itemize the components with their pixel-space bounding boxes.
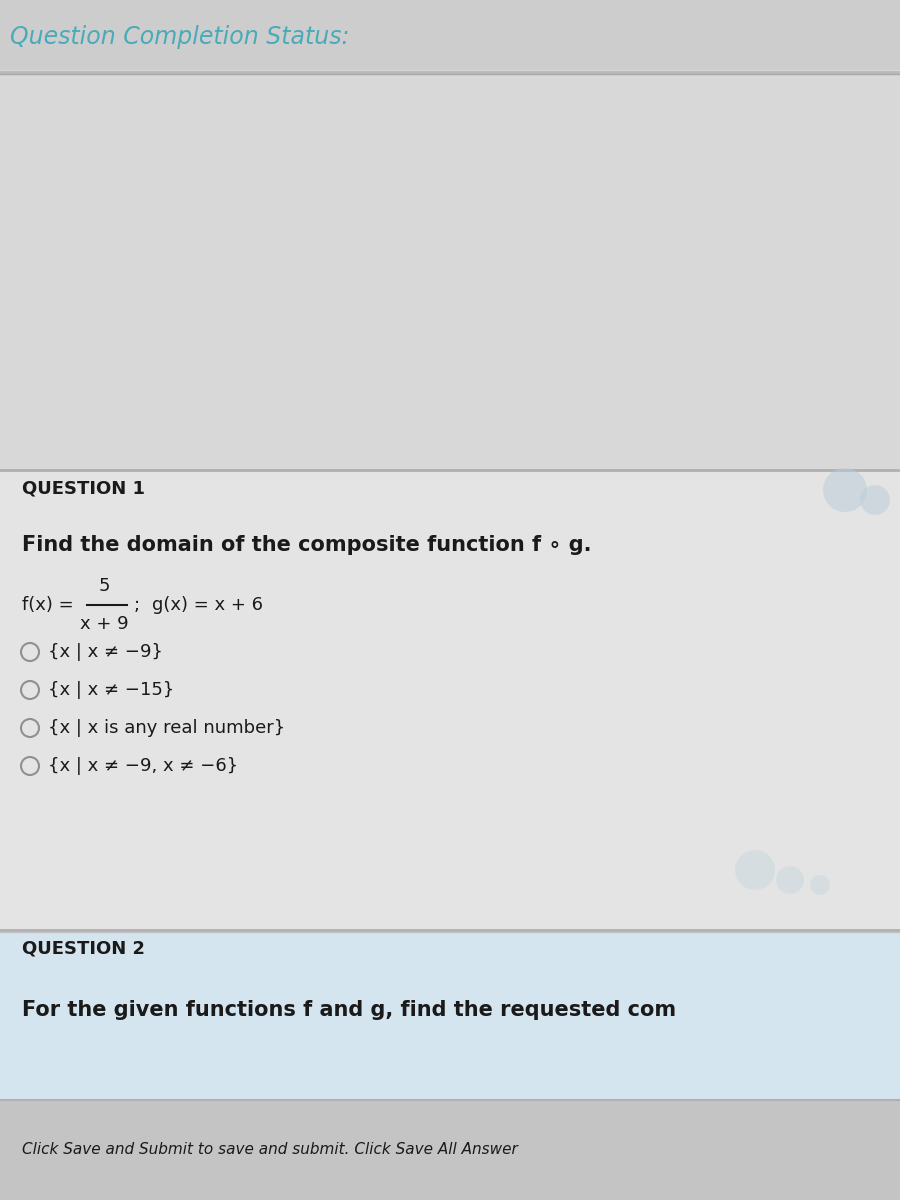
Text: Question Completion Status:: Question Completion Status: — [10, 25, 349, 49]
Text: ;: ; — [134, 596, 140, 614]
Text: Find the domain of the composite function f ∘ g.: Find the domain of the composite functio… — [22, 535, 591, 554]
Bar — [0, 1100, 900, 1200]
Text: For the given functions f and g, find the requested com: For the given functions f and g, find th… — [22, 1000, 676, 1020]
Bar — [0, 70, 900, 470]
Text: x + 9: x + 9 — [80, 614, 129, 634]
Circle shape — [735, 850, 775, 890]
Circle shape — [810, 875, 830, 895]
Text: {x | x is any real number}: {x | x is any real number} — [48, 719, 285, 737]
Text: f(x) =: f(x) = — [22, 596, 79, 614]
Text: {x | x ≠ −15}: {x | x ≠ −15} — [48, 680, 175, 698]
Circle shape — [860, 485, 890, 515]
Bar — [0, 470, 900, 930]
Text: 5: 5 — [98, 577, 110, 595]
Text: {x | x ≠ −9, x ≠ −6}: {x | x ≠ −9, x ≠ −6} — [48, 757, 238, 775]
Bar — [0, 0, 900, 70]
Circle shape — [823, 468, 867, 512]
Text: g(x) = x + 6: g(x) = x + 6 — [152, 596, 263, 614]
Text: Click Save and Submit to save and submit. Click Save All Answer: Click Save and Submit to save and submit… — [22, 1142, 517, 1158]
Text: QUESTION 1: QUESTION 1 — [22, 479, 145, 497]
Text: {x | x ≠ −9}: {x | x ≠ −9} — [48, 643, 163, 661]
Bar — [0, 930, 900, 1100]
Circle shape — [776, 866, 804, 894]
Text: QUESTION 2: QUESTION 2 — [22, 938, 145, 958]
